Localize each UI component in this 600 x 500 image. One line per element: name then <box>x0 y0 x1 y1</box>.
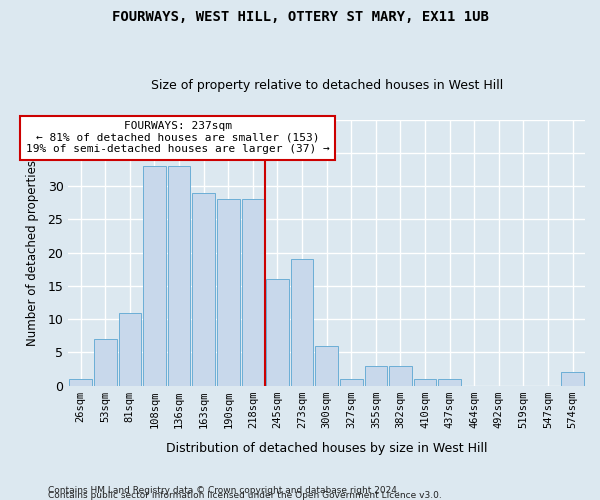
Bar <box>340 379 362 386</box>
Bar <box>168 166 190 386</box>
X-axis label: Distribution of detached houses by size in West Hill: Distribution of detached houses by size … <box>166 442 487 455</box>
Bar <box>94 339 116 386</box>
Bar <box>316 346 338 386</box>
Bar <box>365 366 387 386</box>
Bar <box>291 260 313 386</box>
Text: Contains public sector information licensed under the Open Government Licence v3: Contains public sector information licen… <box>48 491 442 500</box>
Text: FOURWAYS: 237sqm
← 81% of detached houses are smaller (153)
19% of semi-detached: FOURWAYS: 237sqm ← 81% of detached house… <box>26 122 329 154</box>
Text: FOURWAYS, WEST HILL, OTTERY ST MARY, EX11 1UB: FOURWAYS, WEST HILL, OTTERY ST MARY, EX1… <box>112 10 488 24</box>
Bar <box>439 379 461 386</box>
Bar <box>119 312 141 386</box>
Bar <box>217 200 239 386</box>
Bar <box>242 200 264 386</box>
Bar <box>414 379 436 386</box>
Bar <box>143 166 166 386</box>
Text: Contains HM Land Registry data © Crown copyright and database right 2024.: Contains HM Land Registry data © Crown c… <box>48 486 400 495</box>
Title: Size of property relative to detached houses in West Hill: Size of property relative to detached ho… <box>151 79 503 92</box>
Bar <box>70 379 92 386</box>
Bar <box>389 366 412 386</box>
Y-axis label: Number of detached properties: Number of detached properties <box>26 160 39 346</box>
Bar <box>193 193 215 386</box>
Bar <box>562 372 584 386</box>
Bar <box>266 280 289 386</box>
